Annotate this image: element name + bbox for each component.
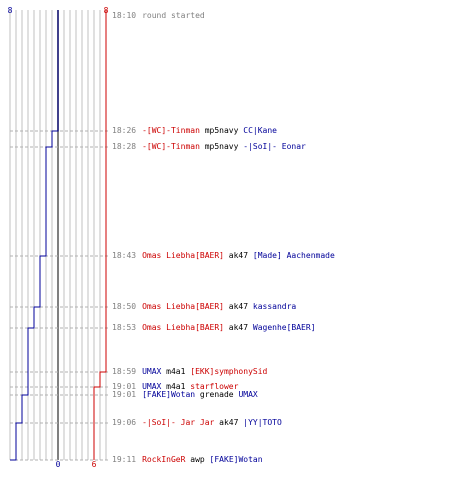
weapon-name: ak47 <box>223 251 253 260</box>
round-start-row: 18:10 round started <box>112 11 205 21</box>
victim-name: starflower <box>190 382 239 391</box>
victim-name: kassandra <box>252 302 297 311</box>
killer-name: UMAX <box>142 367 162 376</box>
killer-name: -|SoI|- Jar Jar <box>142 418 215 427</box>
weapon-name: grenade <box>195 390 239 399</box>
event-time: 18:28 <box>112 142 137 151</box>
kill-event-row: 18:50 Omas Liebha[BAER] ak47 kassandra <box>112 302 296 312</box>
event-time: 19:01 <box>112 390 137 399</box>
event-time: 19:01 <box>112 382 137 391</box>
event-time: 18:26 <box>112 126 137 135</box>
blue-end-count: 0 <box>56 460 61 469</box>
weapon-name: ak47 <box>214 418 244 427</box>
killer-name: Omas Liebha[BAER] <box>142 323 224 332</box>
weapon-name: mp5navy <box>199 126 244 135</box>
weapon-name: ak47 <box>223 323 253 332</box>
victim-name: -|SoI|- Eonar <box>243 142 306 151</box>
weapon-name: awp <box>185 455 210 464</box>
killer-name: Omas Liebha[BAER] <box>142 302 224 311</box>
weapon-name: m4a1 <box>161 367 191 376</box>
kill-event-row: 18:53 Omas Liebha[BAER] ak47 Wagenhe[BAER… <box>112 323 316 333</box>
red-start-count: 8 <box>104 6 109 15</box>
kill-event-row: 19:11 RockInGeR awp [FAKE]Wotan <box>112 455 263 465</box>
blue-team-alive-line <box>10 10 59 461</box>
killer-name: UMAX <box>142 382 162 391</box>
event-time: 19:11 <box>112 455 137 464</box>
victim-name: [FAKE]Wotan <box>209 455 263 464</box>
kill-event-row: 19:01 UMAX m4a1 starflower <box>112 382 238 392</box>
event-time: 18:59 <box>112 367 137 376</box>
weapon-name: ak47 <box>223 302 253 311</box>
victim-name: |YY|TOTO <box>243 418 282 427</box>
victim-name: [Made] Aachenmade <box>252 251 335 260</box>
round-start-text: round started <box>142 11 205 20</box>
red-end-count: 6 <box>92 460 97 469</box>
event-time: 18:43 <box>112 251 137 260</box>
victim-name: Wagenhe[BAER] <box>252 323 316 332</box>
weapon-name: m4a1 <box>161 382 191 391</box>
kill-event-row: 18:59 UMAX m4a1 [EKK]symphonySid <box>112 367 267 377</box>
blue-start-count: 8 <box>8 6 13 15</box>
kill-event-row: 19:06 -|SoI|- Jar Jar ak47 |YY|TOTO <box>112 418 282 428</box>
killer-name: -[WC]-Tinman <box>142 142 200 151</box>
kill-event-row: 18:28 -[WC]-Tinman mp5navy -|SoI|- Eonar <box>112 142 306 152</box>
victim-name: UMAX <box>238 390 258 399</box>
kill-event-row: 18:26 -[WC]-Tinman mp5navy CC|Kane <box>112 126 277 136</box>
event-time: 18:50 <box>112 302 137 311</box>
red-team-alive-line <box>93 10 107 460</box>
event-time: 18:53 <box>112 323 137 332</box>
killer-name: -[WC]-Tinman <box>142 126 200 135</box>
victim-name: CC|Kane <box>243 126 277 135</box>
killer-name: RockInGeR <box>142 455 186 464</box>
weapon-name: mp5navy <box>199 142 244 151</box>
kill-event-row: 19:01 [FAKE]Wotan grenade UMAX <box>112 390 258 400</box>
killer-name: [FAKE]Wotan <box>142 390 196 399</box>
killer-name: Omas Liebha[BAER] <box>142 251 224 260</box>
victim-name: [EKK]symphonySid <box>190 367 268 376</box>
round-start-time: 18:10 <box>112 11 137 20</box>
kill-event-row: 18:43 Omas Liebha[BAER] ak47 [Made] Aache… <box>112 251 335 261</box>
event-time: 19:06 <box>112 418 137 427</box>
